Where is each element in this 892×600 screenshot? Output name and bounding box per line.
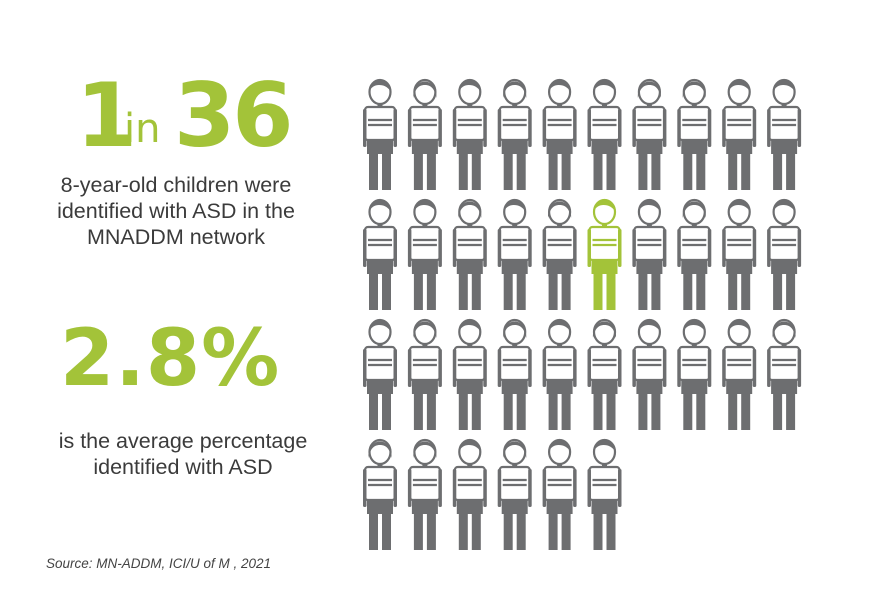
ratio-denominator: 36 [174,64,293,167]
child-icon [452,438,487,550]
child-icon [407,318,442,430]
child-icon [722,198,757,310]
child-icon [677,78,712,190]
child-icon [587,438,622,550]
child-icon [542,78,577,190]
child-icon [452,198,487,310]
child-icon [542,438,577,550]
ratio-numerator: 1 [76,64,137,167]
highlighted-child-icon [587,198,622,310]
child-icon [722,318,757,430]
child-icon [587,318,622,430]
child-icon [767,198,802,310]
child-icon [677,198,712,310]
child-icon [632,198,667,310]
child-icon [677,318,712,430]
child-icon [587,78,622,190]
average-percentage: 2.8% [60,314,281,404]
child-icon [542,318,577,430]
child-icon [632,318,667,430]
ratio-in-text: in [124,106,161,152]
child-icon [452,318,487,430]
child-icon [452,78,487,190]
child-icon [497,318,532,430]
child-icon [767,318,802,430]
child-icon [497,438,532,550]
ratio-stat: 1 in 36 [76,70,326,170]
source-note: Source: MN-ADDM, ICI/U of M , 2021 [46,556,272,571]
child-icon [363,78,397,190]
child-icon [407,438,442,550]
child-icon [722,78,757,190]
child-icon [542,198,577,310]
child-icon [767,78,802,190]
child-icon [497,198,532,310]
child-icon [407,198,442,310]
child-icon [363,318,397,430]
ratio-caption: 8-year-old children were identified with… [57,173,295,249]
child-icon [497,78,532,190]
child-icon [407,78,442,190]
average-caption: is the average percentage identified wit… [58,429,308,479]
child-icon [632,78,667,190]
child-icon [363,198,397,310]
child-icon [363,438,397,550]
